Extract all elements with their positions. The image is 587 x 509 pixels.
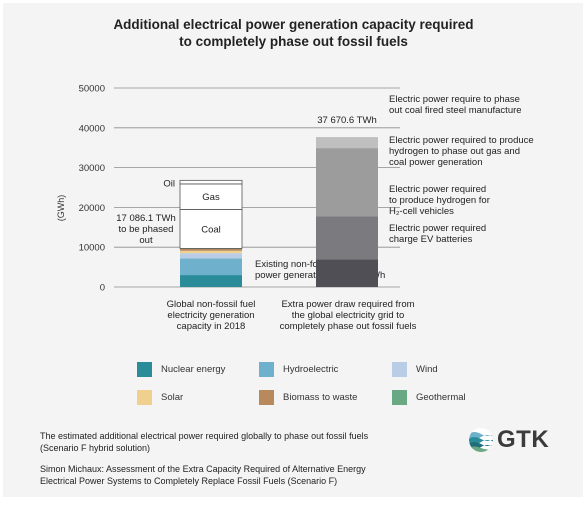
bar2-segment-steel [316, 137, 378, 149]
category-label-2-line-3: completely phase out fossil fuels [280, 321, 417, 332]
legend-label: Wind [416, 364, 438, 375]
y-tick-label-30000: 30000 [79, 163, 105, 174]
bar2-h2_gas_coal-label-line-3: coal power generation [389, 157, 482, 168]
legend-swatch [259, 390, 274, 405]
category-label-2-line-1: Extra power draw required from [281, 299, 414, 310]
bar1-segment-gas [179, 183, 243, 210]
gtk-logo-text: GTK [497, 426, 550, 453]
footnote-description-line-2: (Scenario F hybrid solution) [40, 442, 151, 453]
y-tick-label-40000: 40000 [79, 123, 105, 134]
bar2-segment-h2_gas_coal [316, 148, 378, 217]
legend-item-nuclear-energy: Nuclear energy [137, 362, 225, 377]
bar2-h2_vehicles-label-line-3: H₂-cell vehicles [389, 206, 454, 217]
y-tick-label-20000: 20000 [79, 203, 105, 214]
y-axis-label: (GWh) [56, 195, 66, 222]
bar1-phase-out-label-line-2: to be phased [119, 224, 174, 235]
bar2-ev-label-line-1: Electric power required [389, 223, 486, 234]
legend-item-biomass-to-waste: Biomass to waste [259, 390, 357, 405]
legend-item-geothermal: Geothermal [392, 390, 466, 405]
bar1-segment-solar [180, 250, 242, 254]
bar2-steel-label-line-1: Electric power require to phase [389, 94, 520, 105]
bar1-phase-out-label-line-1: 17 086.1 TWh [116, 213, 176, 224]
bar1-segment-hydro [180, 258, 242, 276]
legend-swatch [259, 362, 274, 377]
bar1-oil-label: Oil [163, 178, 175, 189]
bar1-gas-label: Gas [202, 192, 220, 203]
bar1-segment-oil [179, 179, 243, 185]
footnote-source: Simon Michaux: Assessment of the Extra C… [40, 464, 366, 487]
bar2-segment-h2_vehicles [316, 216, 378, 260]
chart-title-line-2: to completely phase out fossil fuels [179, 34, 408, 49]
bar2-steel-label-line-2: out coal fired steel manufacture [389, 105, 522, 116]
chart-title: Additional electrical power generation c… [0, 16, 587, 50]
bar1-segment-nuclear [180, 275, 242, 287]
category-label-1-line-1: Global non-fossil fuel [167, 299, 256, 310]
category-label-1-line-3: capacity in 2018 [177, 321, 246, 332]
legend-label: Solar [161, 392, 184, 403]
bar1-phase-out-label-line-3: out [139, 235, 153, 246]
bar2-total-label: 37 670.6 TWh [317, 115, 377, 126]
bar2-segment-ev [316, 259, 378, 287]
y-tick-label-0: 0 [100, 283, 105, 294]
legend-label: Biomass to waste [283, 392, 358, 403]
bar1-segment-wind [180, 253, 242, 259]
bar1-coal-label: Coal [201, 224, 221, 235]
legend-swatch [137, 390, 152, 405]
footnote-source-line-2: Electrical Power Systems to Completely R… [40, 475, 338, 486]
bar1-existing-label-line-1: Existing non-fossil fuel [255, 259, 350, 270]
y-tick-label-10000: 10000 [79, 243, 105, 254]
legend-item-hydroelectric: Hydroelectric [259, 362, 338, 377]
category-label-1-line-2: electricity generation [167, 310, 254, 321]
legend-label: Nuclear energy [161, 364, 226, 375]
gtk-waves-logo-icon [469, 428, 493, 452]
chart-title-line-1: Additional electrical power generation c… [113, 17, 474, 32]
legend-item-wind: Wind [392, 362, 438, 377]
footnote-description: The estimated additional electrical powe… [40, 431, 368, 454]
legend-swatch [392, 362, 407, 377]
bar2-h2_vehicles-label-line-2: to produce hydrogen for [389, 195, 490, 206]
legend-item-solar: Solar [137, 390, 183, 405]
bar2-h2_vehicles-label-line-1: Electric power required [389, 184, 486, 195]
y-tick-label-50000: 50000 [79, 84, 105, 95]
bar1-segment-biomass [180, 248, 242, 251]
figure-background [3, 3, 583, 497]
legend-label: Geothermal [416, 392, 466, 403]
category-label-2-line-2: the global electricity grid to [292, 310, 404, 321]
footnote-description-line-1: The estimated additional electrical powe… [40, 431, 369, 441]
bar2-h2_gas_coal-label-line-2: hydrogen to phase out gas and [389, 146, 520, 157]
legend-label: Hydroelectric [283, 364, 339, 375]
bar2-h2_gas_coal-label-line-1: Electric power required to produce [389, 135, 534, 146]
footnote-source-line-1: Simon Michaux: Assessment of the Extra C… [40, 464, 366, 474]
gtk-logo: GTK [468, 426, 549, 454]
legend-swatch [137, 362, 152, 377]
bar2-ev-label-line-2: charge EV batteries [389, 234, 473, 245]
legend-swatch [392, 390, 407, 405]
